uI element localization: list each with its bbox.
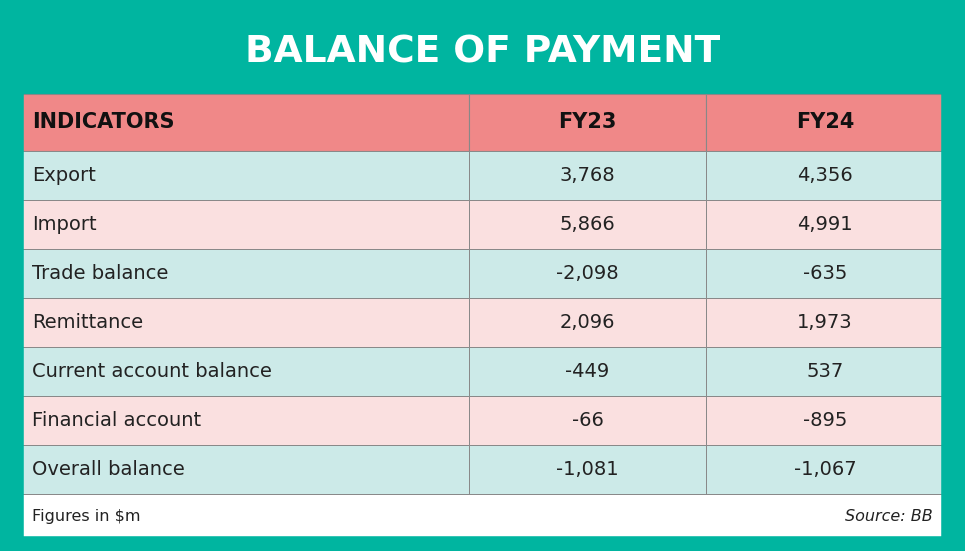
Bar [469, 150, 706, 199]
Text: 3,768: 3,768 [560, 166, 616, 185]
Text: Overall balance: Overall balance [32, 460, 185, 479]
Text: -449: -449 [565, 362, 610, 381]
Bar [21, 445, 469, 494]
Text: Trade balance: Trade balance [32, 264, 169, 283]
Text: FY23: FY23 [558, 112, 617, 132]
Text: Remittance: Remittance [32, 313, 144, 332]
Bar [469, 199, 706, 249]
Bar [21, 12, 944, 94]
Bar [706, 199, 944, 249]
Bar [21, 396, 469, 445]
Text: BALANCE OF PAYMENT: BALANCE OF PAYMENT [245, 35, 720, 71]
Bar [21, 199, 469, 249]
Bar [469, 94, 706, 150]
Text: -1,067: -1,067 [793, 460, 856, 479]
Bar [469, 396, 706, 445]
Bar [469, 249, 706, 298]
Text: -895: -895 [803, 411, 847, 430]
Text: 2,096: 2,096 [560, 313, 616, 332]
Text: 537: 537 [807, 362, 843, 381]
Bar [706, 249, 944, 298]
Bar [21, 347, 469, 396]
Text: -1,081: -1,081 [556, 460, 619, 479]
Text: FY24: FY24 [796, 112, 854, 132]
Text: INDICATORS: INDICATORS [32, 112, 175, 132]
Text: 4,991: 4,991 [797, 215, 853, 234]
Text: Figures in $m: Figures in $m [32, 509, 141, 524]
Text: Current account balance: Current account balance [32, 362, 272, 381]
Bar [706, 298, 944, 347]
Text: 4,356: 4,356 [797, 166, 853, 185]
Bar [706, 396, 944, 445]
Bar [706, 347, 944, 396]
Text: -635: -635 [803, 264, 847, 283]
Bar [469, 347, 706, 396]
Text: -66: -66 [571, 411, 603, 430]
Text: 5,866: 5,866 [560, 215, 616, 234]
Bar [706, 445, 944, 494]
Bar [21, 150, 469, 199]
Bar [706, 150, 944, 199]
Bar [21, 494, 944, 539]
Text: Import: Import [32, 215, 96, 234]
Bar [469, 445, 706, 494]
Text: Financial account: Financial account [32, 411, 202, 430]
Text: 1,973: 1,973 [797, 313, 853, 332]
Bar [21, 298, 469, 347]
Bar [469, 298, 706, 347]
Text: Export: Export [32, 166, 96, 185]
Text: Source: BB: Source: BB [845, 509, 933, 524]
Text: -2,098: -2,098 [556, 264, 619, 283]
Bar [21, 94, 469, 150]
Bar [706, 94, 944, 150]
Bar [21, 249, 469, 298]
